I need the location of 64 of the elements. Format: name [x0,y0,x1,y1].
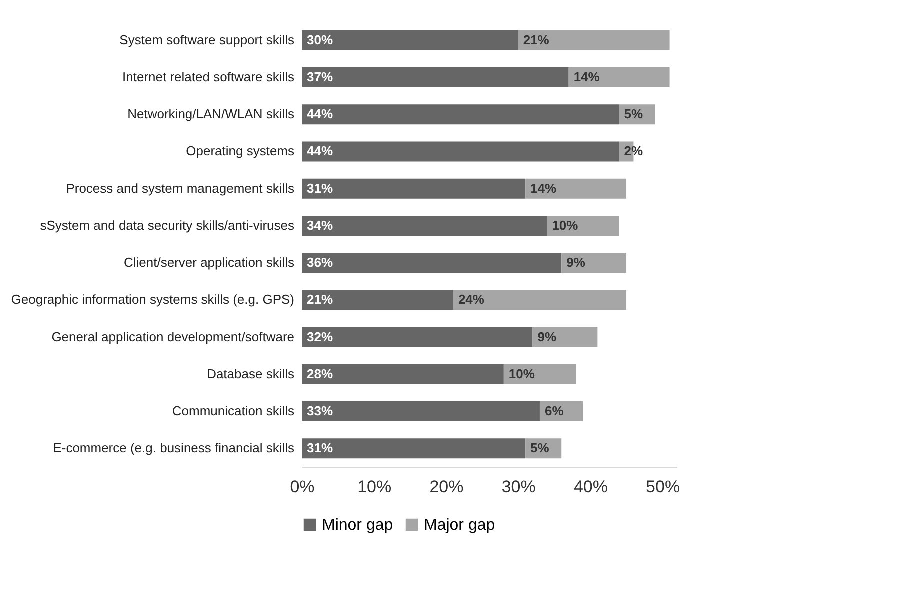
y-tick-label: E-commerce (e.g. business financial skills [53,440,295,456]
y-tick-label: Networking/LAN/WLAN skills [128,106,295,122]
data-label: 5% [530,440,550,456]
data-label: 6% [544,404,564,419]
data-label: 34% [307,218,334,233]
data-label: 14% [530,180,558,196]
data-label: 31% [307,440,334,456]
data-label: 32% [307,329,334,344]
bar [302,438,526,459]
data-label: 33% [307,404,334,419]
data-label: 10% [552,218,579,233]
y-tick-label: Communication skills [172,404,295,419]
bar [568,67,670,88]
bar [532,327,598,348]
data-label: 14% [574,69,600,84]
bar [526,178,627,199]
data-label: 44% [307,106,334,122]
x-tick-label: 10% [358,478,392,496]
data-label: 30% [307,32,334,48]
data-label: 10% [508,366,536,382]
bar [518,30,670,50]
bar [302,216,548,236]
data-label: 2% [624,144,644,159]
bar [547,216,620,236]
data-label: 24% [458,292,485,308]
data-label: 9% [538,329,557,344]
data-label: 36% [307,255,334,270]
bar [302,67,569,88]
bar [302,30,518,50]
data-label: 9% [566,255,586,270]
y-tick-label: Client/server application skills [124,255,295,270]
y-tick-label: Internet related software skills [122,69,295,84]
x-tick-label: 30% [502,478,536,496]
y-tick-label: System software support skills [120,32,295,48]
data-label: 44% [307,144,334,159]
data-label: 21% [523,32,550,48]
y-tick-label: Geographic information systems skills (e.g. GPS) [11,292,294,308]
bar [302,104,620,125]
x-tick-label: 50% [646,478,680,496]
bar [504,364,576,384]
y-tick-label: Database skills [207,366,295,382]
y-tick-label: General application development/software [52,329,294,344]
data-label: 28% [307,366,334,382]
bar [302,142,620,162]
y-tick-label: Operating systems [186,144,295,159]
y-tick-label: Process and system management skills [66,180,295,196]
bar [302,253,562,274]
bar [302,364,504,384]
data-label: 37% [307,69,334,84]
x-tick-label: 20% [430,478,464,496]
bar [453,290,627,310]
bar [562,253,627,274]
legend-label: Major gap [424,517,496,534]
bar [302,178,526,199]
data-label: 31% [307,180,334,196]
data-label: 5% [624,106,644,122]
bar [302,327,533,348]
legend-label: Minor gap [322,517,394,534]
y-tick-label: sSystem and data security skills/anti-viruses [40,218,295,233]
bar [302,402,540,422]
data-label: 21% [307,292,334,308]
x-tick-label: 0% [290,478,315,496]
x-tick-label: 40% [574,478,608,496]
bar [302,290,454,310]
